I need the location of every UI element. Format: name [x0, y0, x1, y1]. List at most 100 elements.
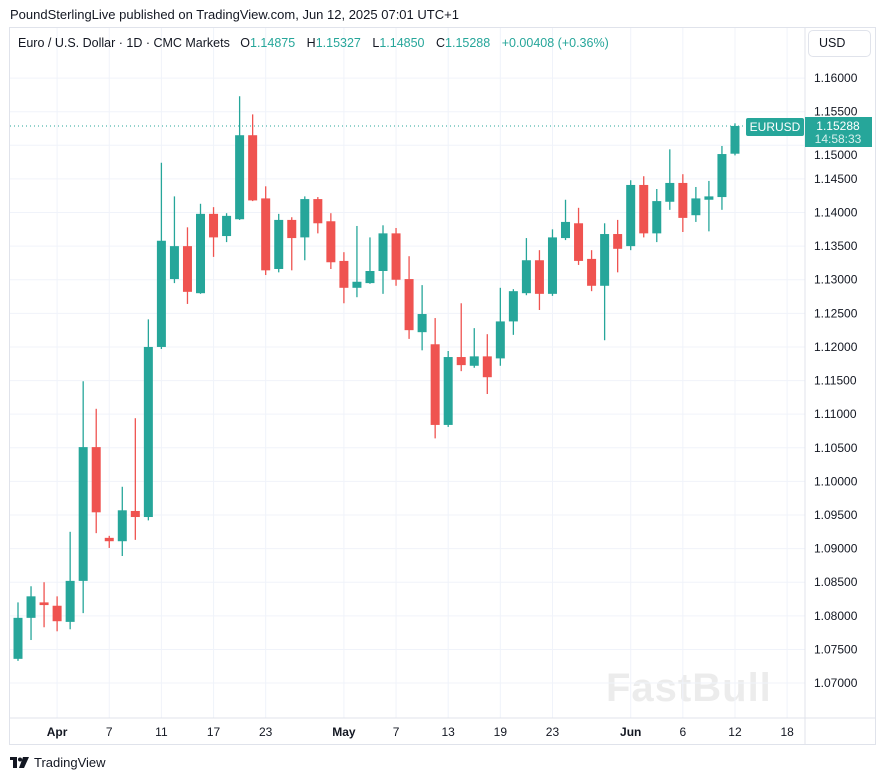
candle-body: [482, 356, 492, 378]
candle[interactable]: [678, 174, 688, 233]
candle-body: [626, 184, 636, 247]
candle[interactable]: [261, 186, 271, 276]
candle-body: [196, 213, 206, 294]
candle[interactable]: [274, 213, 284, 273]
candle[interactable]: [508, 289, 518, 335]
candle[interactable]: [469, 328, 479, 368]
candle-body: [730, 125, 740, 154]
candle[interactable]: [730, 123, 740, 156]
candle[interactable]: [430, 318, 440, 439]
candle[interactable]: [639, 176, 649, 238]
candle-body: [704, 196, 714, 200]
candle-body: [326, 221, 336, 263]
candle[interactable]: [248, 114, 258, 202]
tradingview-logo-icon: [10, 756, 29, 768]
price-tick-label: 1.08500: [814, 575, 858, 589]
price-tick-label: 1.15000: [814, 148, 858, 162]
candle[interactable]: [547, 229, 557, 296]
candle[interactable]: [534, 250, 544, 310]
candle[interactable]: [143, 319, 153, 521]
candle[interactable]: [182, 227, 192, 304]
high-label: H: [306, 36, 316, 50]
candle-body: [352, 281, 362, 288]
candle[interactable]: [222, 213, 232, 243]
candle-body: [430, 344, 440, 425]
candle[interactable]: [417, 285, 427, 351]
candle[interactable]: [691, 186, 701, 222]
candle[interactable]: [39, 582, 49, 628]
candle[interactable]: [52, 596, 62, 632]
candle[interactable]: [339, 252, 349, 304]
candle[interactable]: [561, 199, 571, 241]
price-tag: EURUSD 1.15288 14:58:33: [746, 117, 872, 147]
price-tick-label: 1.13000: [814, 273, 858, 287]
candle[interactable]: [521, 238, 531, 296]
time-tick-label: 23: [546, 725, 560, 739]
price-tick-label: 1.11000: [814, 407, 857, 421]
candle[interactable]: [391, 227, 401, 286]
candle[interactable]: [130, 418, 140, 540]
candle-body: [261, 198, 271, 271]
candle[interactable]: [196, 203, 206, 294]
candle-body: [587, 258, 597, 286]
bar-countdown: 14:58:33: [815, 132, 862, 146]
candle[interactable]: [117, 486, 127, 557]
candle[interactable]: [365, 237, 375, 284]
candle[interactable]: [587, 250, 597, 292]
candle[interactable]: [613, 219, 623, 273]
candle-body: [365, 271, 375, 284]
candle-body: [274, 219, 284, 269]
grid: [10, 28, 805, 718]
watermark: FastBull: [606, 666, 772, 710]
candle[interactable]: [404, 256, 414, 339]
candle[interactable]: [443, 350, 453, 427]
tradingview-brand[interactable]: TradingView: [34, 755, 106, 770]
time-tick-label: Apr: [47, 725, 68, 739]
candle[interactable]: [26, 586, 36, 641]
candle-body: [600, 234, 610, 286]
candle[interactable]: [378, 225, 388, 294]
candle[interactable]: [665, 149, 675, 210]
candle-body: [91, 447, 101, 513]
candle[interactable]: [495, 287, 505, 366]
candle[interactable]: [704, 180, 714, 232]
candle[interactable]: [104, 535, 114, 548]
candle[interactable]: [156, 162, 166, 349]
candle[interactable]: [13, 602, 23, 661]
price-tick-label: 1.12000: [814, 340, 858, 354]
candle[interactable]: [91, 408, 101, 534]
price-tick-label: 1.08000: [814, 609, 858, 623]
candle-body: [235, 135, 245, 220]
candle[interactable]: [235, 96, 245, 220]
candle[interactable]: [574, 207, 584, 265]
price-tick-label: 1.14000: [814, 206, 858, 220]
price-tick-label: 1.07000: [814, 676, 858, 690]
time-tick-label: 13: [442, 725, 456, 739]
candle[interactable]: [600, 223, 610, 341]
candle-body: [169, 246, 179, 280]
candle[interactable]: [626, 180, 636, 251]
candle[interactable]: [652, 188, 662, 243]
price-tick-label: 1.14500: [814, 172, 858, 186]
candle[interactable]: [65, 531, 75, 630]
currency-button[interactable]: USD: [808, 30, 871, 57]
symbol-description[interactable]: Euro / U.S. Dollar · 1D · CMC Markets: [18, 36, 230, 50]
candle[interactable]: [287, 217, 297, 271]
candle[interactable]: [482, 334, 492, 395]
candle[interactable]: [326, 213, 336, 269]
price-tag-value: 1.15288: [816, 119, 860, 133]
candle[interactable]: [352, 225, 362, 298]
price-tick-label: 1.11500: [814, 374, 857, 388]
candle[interactable]: [209, 207, 219, 257]
candle-body: [639, 184, 649, 234]
candle-body: [443, 357, 453, 425]
candle[interactable]: [169, 196, 179, 284]
high-value: 1.15327: [315, 36, 361, 50]
candle[interactable]: [717, 145, 727, 210]
candle[interactable]: [300, 196, 310, 261]
candle[interactable]: [313, 197, 323, 234]
candle-body: [613, 234, 623, 249]
candle[interactable]: [78, 381, 88, 614]
candle[interactable]: [456, 303, 466, 372]
